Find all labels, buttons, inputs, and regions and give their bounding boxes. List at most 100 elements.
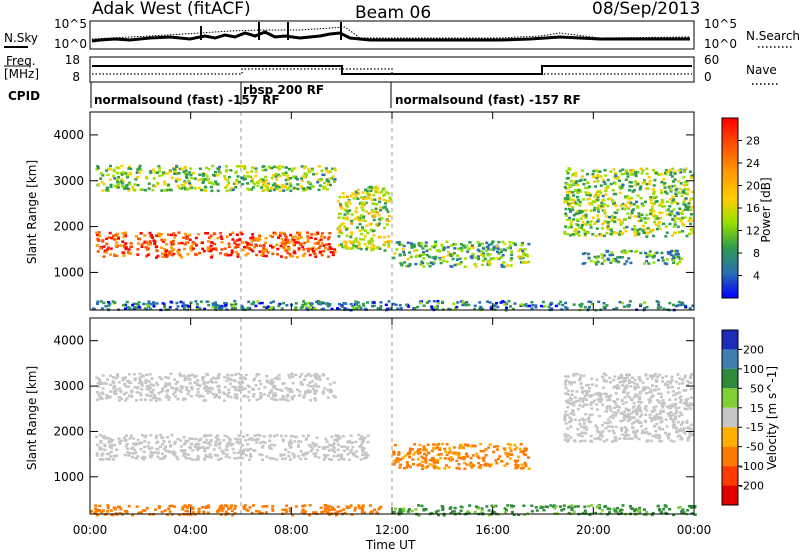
data-cell: [314, 255, 318, 258]
data-cell: [322, 458, 326, 461]
data-cell: [576, 433, 580, 436]
data-cell: [583, 223, 587, 226]
data-cell: [501, 254, 505, 257]
data-cell: [672, 258, 676, 262]
data-cell: [105, 237, 109, 240]
data-cell: [636, 230, 639, 234]
data-cell: [227, 388, 231, 391]
data-cell: [629, 416, 633, 419]
data-cell: [166, 435, 170, 439]
data-cell: [204, 506, 208, 510]
data-cell: [589, 300, 593, 304]
data-cell: [604, 187, 608, 190]
data-cell: [137, 301, 141, 304]
data-cell: [693, 505, 697, 508]
data-cell: [361, 453, 364, 457]
data-cell: [345, 210, 349, 213]
data-cell: [469, 461, 473, 464]
data-cell: [136, 455, 140, 458]
data-cell: [608, 421, 612, 424]
data-cell: [157, 506, 161, 509]
data-cell: [209, 438, 213, 442]
data-cell: [195, 394, 199, 397]
data-cell: [254, 237, 258, 240]
data-cell: [145, 387, 149, 391]
data-cell: [329, 251, 333, 254]
data-cell: [365, 224, 369, 227]
data-cell: [686, 509, 690, 512]
data-cell: [354, 210, 358, 213]
data-cell: [118, 440, 122, 443]
data-cell: [328, 443, 332, 447]
data-cell: [177, 248, 181, 252]
data-cell: [160, 233, 163, 236]
data-cell: [361, 208, 365, 212]
data-cell: [103, 448, 107, 452]
data-cell: [101, 435, 105, 438]
data-cell: [206, 434, 210, 437]
data-cell: [658, 204, 662, 207]
data-cell: [230, 187, 234, 190]
data-cell: [124, 247, 128, 251]
data-cell: [447, 307, 451, 311]
data-cell: [615, 411, 619, 415]
data-cell: [626, 201, 630, 204]
data-cell: [358, 223, 362, 226]
data-cell: [163, 305, 167, 309]
velocity-colorbar-label: Velocity [m s^-1]: [765, 366, 779, 470]
data-cell: [655, 300, 659, 303]
data-cell: [585, 428, 589, 431]
data-cell: [506, 504, 510, 507]
data-cell: [196, 458, 200, 461]
data-cell: [287, 374, 291, 377]
data-cell: [216, 236, 220, 240]
data-cell: [249, 452, 252, 456]
data-cell: [312, 173, 315, 176]
data-cell: [107, 246, 110, 249]
data-cell: [401, 456, 405, 459]
data-cell: [122, 244, 126, 247]
data-cell: [208, 443, 212, 447]
data-cell: [585, 181, 589, 184]
data-cell: [464, 303, 468, 307]
data-cell: [603, 220, 607, 223]
data-cell: [125, 442, 129, 446]
data-cell: [388, 196, 392, 199]
velocity-colorbar-tick-label: 15: [750, 402, 764, 415]
data-cell: [273, 435, 276, 438]
power-colorbar-label: Power [dB]: [759, 177, 773, 242]
data-cell: [97, 166, 100, 170]
data-cell: [372, 301, 376, 304]
data-cell: [262, 188, 266, 192]
data-cell: [613, 173, 617, 176]
data-cell: [372, 247, 376, 251]
data-cell: [238, 456, 242, 459]
data-cell: [672, 440, 676, 443]
data-cell: [333, 168, 337, 172]
data-cell: [503, 507, 507, 510]
data-cell: [627, 408, 631, 412]
data-cell: [125, 434, 128, 437]
data-cell: [627, 381, 631, 385]
data-cell: [563, 186, 567, 189]
data-cell: [203, 185, 207, 189]
velocity-ylabel: Slant Range [km]: [25, 366, 39, 470]
data-cell: [339, 243, 343, 246]
data-cell: [109, 390, 113, 393]
data-cell: [364, 188, 367, 192]
data-cell: [268, 165, 271, 169]
data-cell: [309, 302, 313, 305]
data-cell: [172, 232, 176, 235]
data-cell: [562, 504, 566, 507]
data-cell: [420, 260, 424, 263]
data-cell: [295, 255, 299, 259]
data-cell: [689, 505, 693, 508]
data-cell: [190, 387, 194, 391]
data-cell: [147, 380, 151, 383]
data-cell: [600, 509, 604, 512]
data-cell: [620, 512, 624, 515]
data-cell: [300, 165, 304, 168]
data-cell: [631, 426, 635, 430]
data-cell: [340, 453, 344, 456]
data-cell: [650, 254, 654, 257]
